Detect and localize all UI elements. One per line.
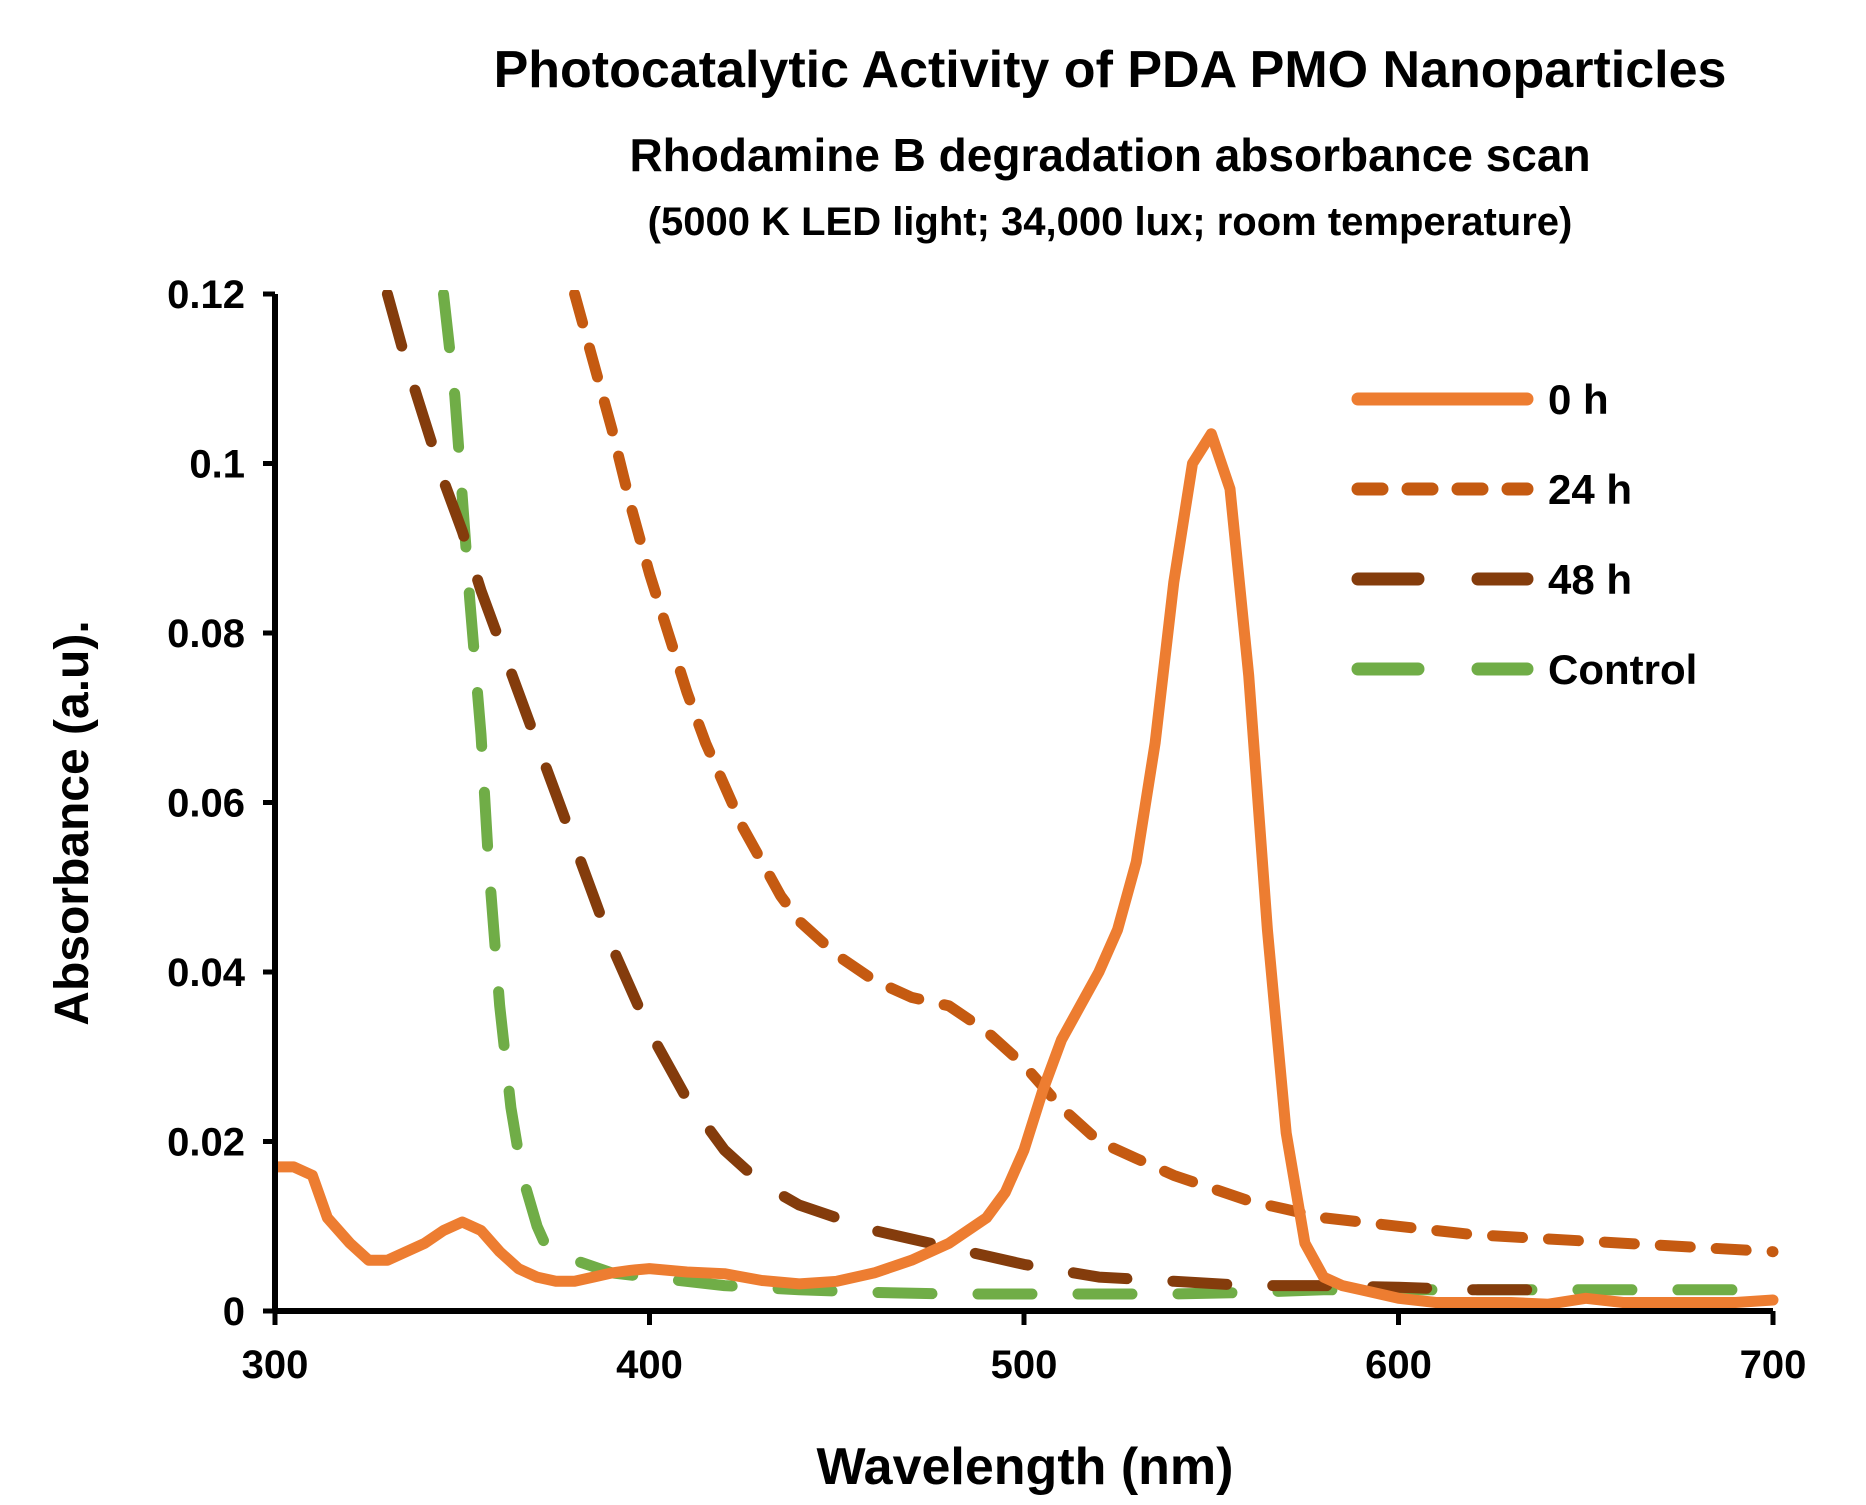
series-line-control bbox=[438, 290, 1779, 1300]
chart-title: Photocatalytic Activity of PDA PMO Nanop… bbox=[493, 41, 1727, 99]
x-axis-label: Wavelength (nm) bbox=[817, 1438, 1234, 1496]
x-tick-label: 600 bbox=[1365, 1343, 1432, 1387]
y-axis-label: Absorbance (a.u). bbox=[46, 620, 99, 1025]
chart-subtitle-conditions: (5000 K LED light; 34,000 lux; room temp… bbox=[647, 200, 1573, 244]
x-tick-label: 500 bbox=[991, 1343, 1058, 1387]
series-line-24-h bbox=[569, 290, 1779, 1258]
y-tick-label: 0.04 bbox=[167, 951, 246, 995]
y-tick-label: 0.08 bbox=[167, 612, 245, 656]
x-tick-label: 700 bbox=[1740, 1343, 1807, 1387]
y-tick-label: 0.12 bbox=[167, 273, 245, 317]
x-tick-label: 400 bbox=[616, 1343, 683, 1387]
x-tick-label: 300 bbox=[242, 1343, 309, 1387]
chart-subtitle: Rhodamine B degradation absorbance scan bbox=[629, 129, 1591, 181]
y-tick-label: 0.02 bbox=[167, 1121, 245, 1165]
legend-label: 0 h bbox=[1548, 376, 1609, 423]
series-line-48-h bbox=[381, 290, 1554, 1296]
legend-label: 48 h bbox=[1548, 556, 1632, 603]
y-tick-label: 0.1 bbox=[189, 443, 245, 487]
y-tick-label: 0 bbox=[223, 1290, 245, 1334]
y-tick-label: 0.06 bbox=[167, 782, 245, 826]
legend-label: 24 h bbox=[1548, 466, 1632, 513]
series-layer bbox=[275, 290, 1779, 1310]
legend: 0 h 24 h 48 h Control bbox=[1351, 376, 1697, 693]
axes-layer: 0 0.02 0.04 0.06 0.08 0.1 0.12 300 400 500 600 700 bbox=[167, 273, 1806, 1387]
legend-label: Control bbox=[1548, 646, 1697, 693]
series-line-0-h bbox=[275, 428, 1779, 1310]
